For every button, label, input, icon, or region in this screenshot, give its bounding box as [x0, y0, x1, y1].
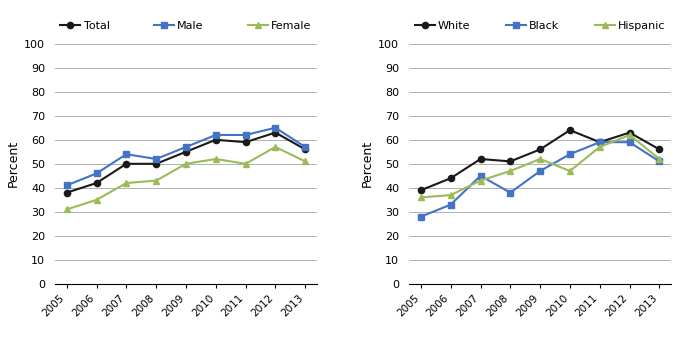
Total — [182, 150, 190, 154]
Female — [271, 145, 279, 149]
Female — [122, 181, 130, 185]
Black — [447, 202, 455, 207]
Legend: White, Black, Hispanic: White, Black, Hispanic — [414, 21, 666, 31]
Male — [122, 152, 130, 157]
Female — [182, 162, 190, 166]
Total — [122, 162, 130, 166]
White — [656, 147, 664, 151]
Male — [242, 133, 250, 137]
Line: Black: Black — [418, 139, 662, 220]
Hispanic — [506, 169, 514, 173]
Y-axis label: Percent: Percent — [7, 140, 20, 187]
Black — [416, 214, 425, 219]
Female — [152, 178, 160, 183]
Total — [301, 147, 310, 151]
Legend: Total, Male, Female: Total, Male, Female — [60, 21, 312, 31]
White — [447, 176, 455, 181]
Male — [92, 171, 101, 175]
White — [506, 159, 514, 163]
White — [625, 130, 634, 135]
Line: Male: Male — [64, 124, 308, 189]
Male — [182, 145, 190, 149]
Black — [596, 140, 604, 145]
Line: White: White — [418, 127, 662, 193]
Black — [536, 169, 545, 173]
Female — [92, 198, 101, 202]
Total — [212, 138, 220, 142]
Black — [566, 152, 574, 157]
Hispanic — [566, 169, 574, 173]
White — [416, 188, 425, 193]
Total — [62, 190, 71, 195]
White — [536, 147, 545, 151]
Male — [152, 157, 160, 161]
Total — [92, 181, 101, 185]
Male — [301, 145, 310, 149]
White — [596, 140, 604, 145]
Line: Female: Female — [64, 144, 308, 213]
Total — [152, 162, 160, 166]
Y-axis label: Percent: Percent — [361, 140, 374, 187]
Total — [271, 130, 279, 135]
Black — [625, 140, 634, 145]
White — [476, 157, 484, 161]
Black — [506, 190, 514, 195]
Hispanic — [476, 178, 484, 183]
Hispanic — [625, 133, 634, 137]
Male — [212, 133, 220, 137]
Hispanic — [416, 195, 425, 199]
Male — [62, 183, 71, 187]
Male — [271, 126, 279, 130]
White — [566, 128, 574, 132]
Line: Hispanic: Hispanic — [418, 132, 662, 201]
Hispanic — [596, 145, 604, 149]
Black — [656, 159, 664, 163]
Hispanic — [536, 157, 545, 161]
Hispanic — [656, 157, 664, 161]
Total — [242, 140, 250, 145]
Female — [301, 159, 310, 163]
Female — [62, 207, 71, 211]
Female — [242, 162, 250, 166]
Hispanic — [447, 193, 455, 197]
Line: Total: Total — [64, 130, 308, 196]
Black — [476, 174, 484, 178]
Female — [212, 157, 220, 161]
